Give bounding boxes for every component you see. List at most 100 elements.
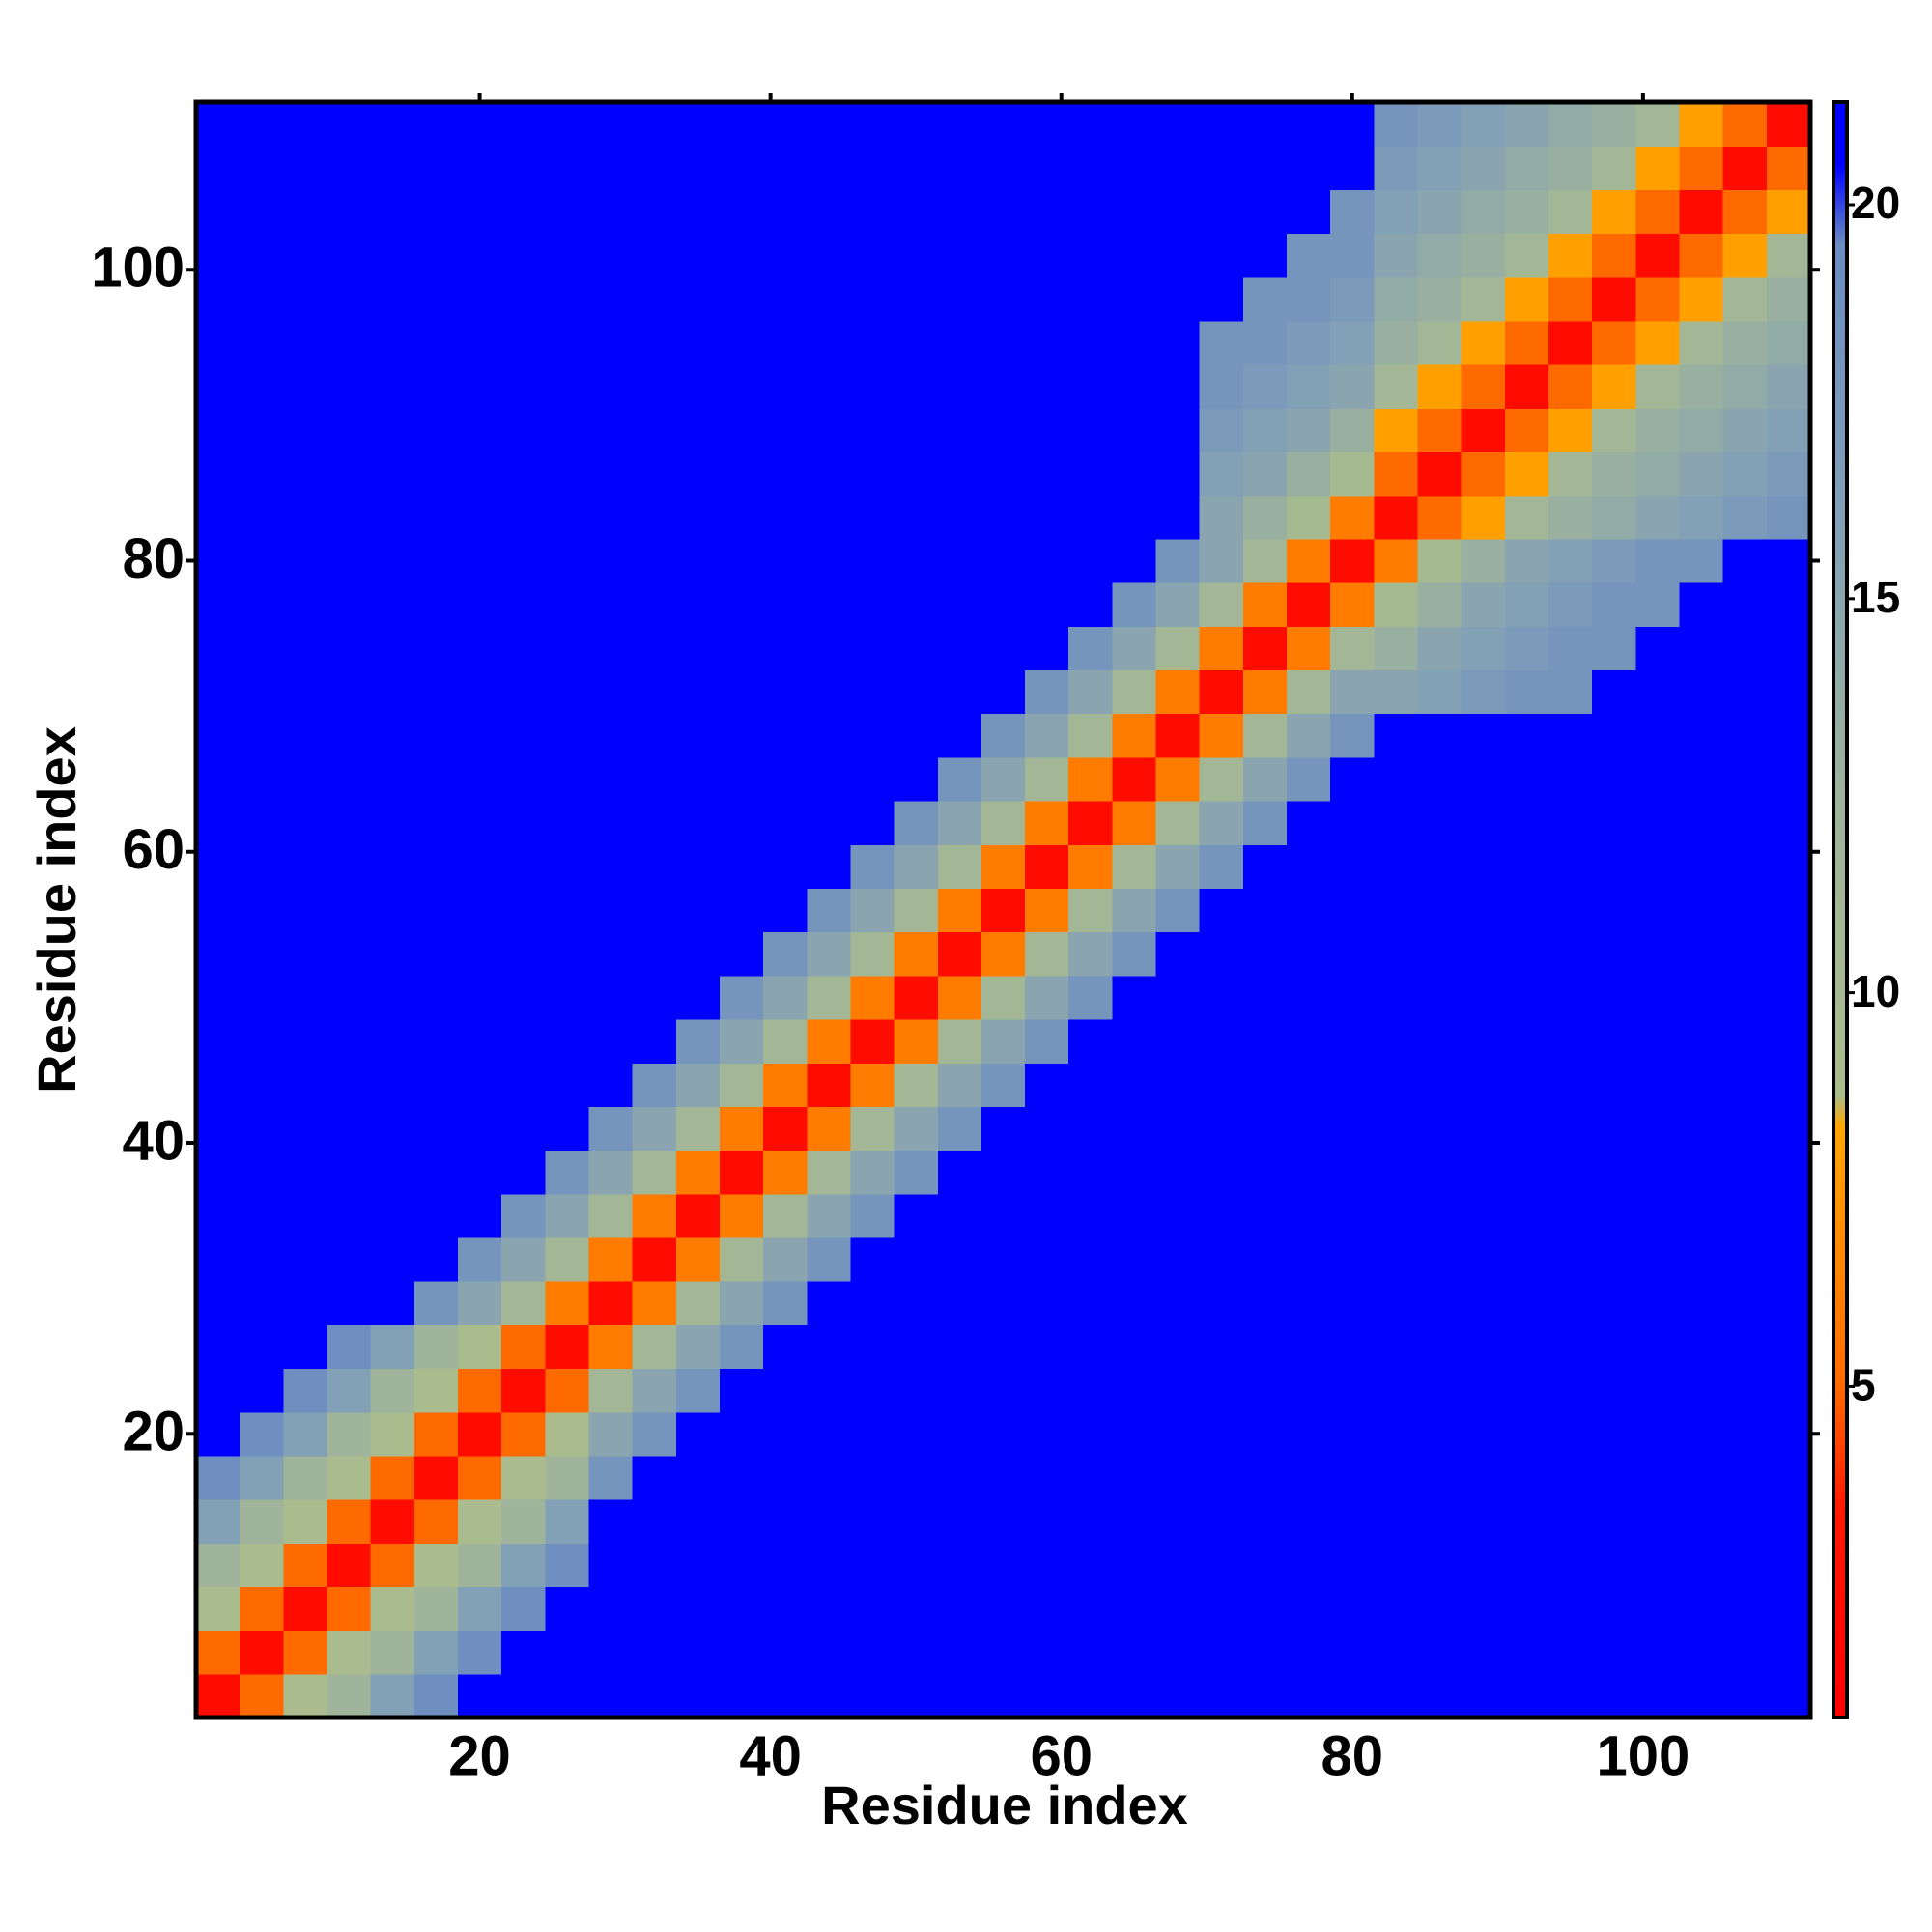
heatmap-cell	[1025, 189, 1069, 235]
heatmap-cell	[283, 495, 328, 540]
heatmap-cell	[763, 1236, 808, 1282]
heatmap-cell	[1635, 1324, 1681, 1370]
heatmap-cell	[937, 1193, 982, 1238]
heatmap-cell	[1374, 364, 1419, 409]
heatmap-cell	[1592, 669, 1636, 715]
heatmap-cell	[545, 1063, 590, 1107]
heatmap-cell	[1068, 320, 1114, 365]
heatmap-cell	[327, 931, 372, 977]
heatmap-cell	[1374, 320, 1419, 365]
heatmap-cell	[283, 320, 328, 365]
heatmap-cell	[980, 146, 1026, 190]
heatmap-cell	[1548, 801, 1593, 845]
heatmap-cell	[1766, 975, 1811, 1020]
heatmap-cell	[1592, 538, 1636, 583]
heatmap-cell	[1548, 1630, 1593, 1675]
heatmap-cell	[1287, 1106, 1331, 1151]
heatmap-cell	[894, 1281, 939, 1325]
heatmap-cell	[1025, 1018, 1069, 1064]
heatmap-cell	[545, 1455, 590, 1500]
heatmap-cell	[240, 276, 284, 322]
heatmap-cell	[1068, 1455, 1114, 1500]
heatmap-cell	[1199, 1499, 1244, 1544]
heatmap-cell	[763, 146, 808, 190]
heatmap-cell	[1374, 146, 1419, 190]
heatmap-cell	[1025, 1586, 1069, 1632]
heatmap-cell	[1242, 931, 1288, 977]
heatmap-cell	[1242, 1106, 1288, 1151]
heatmap-cell	[501, 888, 546, 933]
heatmap-cell	[1635, 189, 1681, 235]
heatmap-cell	[196, 1455, 241, 1500]
heatmap-cell	[1242, 102, 1288, 147]
heatmap-cell	[980, 233, 1026, 278]
heatmap-cell	[1592, 408, 1636, 453]
heatmap-cell	[632, 233, 677, 278]
heatmap-cell	[413, 320, 459, 365]
heatmap-cell	[675, 713, 721, 758]
heatmap-cell	[1287, 844, 1331, 890]
heatmap-cell	[545, 888, 590, 933]
heatmap-cell	[283, 233, 328, 278]
heatmap-cell	[980, 1543, 1026, 1588]
heatmap-cell	[1461, 364, 1506, 409]
heatmap-cell	[980, 1368, 1026, 1413]
heatmap-cell	[850, 756, 895, 802]
heatmap-cell	[937, 1586, 982, 1632]
heatmap-cell	[1461, 1150, 1506, 1195]
heatmap-cell	[196, 233, 241, 278]
heatmap-cell	[1242, 844, 1288, 890]
heatmap-cell	[1374, 1499, 1419, 1544]
heatmap-cell	[1242, 582, 1288, 627]
heatmap-cell	[457, 1281, 502, 1325]
heatmap-cell	[1548, 1063, 1593, 1107]
heatmap-cell	[196, 1324, 241, 1370]
heatmap-cell	[807, 669, 852, 715]
heatmap-cell	[1679, 713, 1724, 758]
heatmap-cell	[1374, 276, 1419, 322]
heatmap-cell	[545, 233, 590, 278]
heatmap-cell	[1330, 1411, 1375, 1457]
heatmap-cell	[413, 451, 459, 497]
heatmap-cell	[1679, 1063, 1724, 1107]
heatmap-cell	[545, 1150, 590, 1195]
heatmap-cell	[1112, 669, 1157, 715]
heatmap-cell	[1199, 975, 1244, 1020]
heatmap-cell	[1374, 1150, 1419, 1195]
heatmap-cell	[1199, 1236, 1244, 1282]
heatmap-cell	[1504, 756, 1549, 802]
heatmap-cell	[1025, 1236, 1069, 1282]
heatmap-cell	[370, 146, 415, 190]
heatmap-cell	[1112, 1499, 1157, 1544]
heatmap-cell	[763, 756, 808, 802]
heatmap-cell	[850, 1543, 895, 1588]
heatmap-cell	[807, 1018, 852, 1064]
heatmap-cell	[1155, 931, 1201, 977]
heatmap-cell	[240, 888, 284, 933]
heatmap-cell	[1635, 931, 1681, 977]
heatmap-cell	[632, 146, 677, 190]
heatmap-cell	[370, 1063, 415, 1107]
heatmap-cell	[1068, 756, 1114, 802]
heatmap-cell	[937, 1106, 982, 1151]
heatmap-cell	[1504, 1150, 1549, 1195]
heatmap-cell	[501, 233, 546, 278]
heatmap-cell	[457, 233, 502, 278]
heatmap-cell	[1287, 1499, 1331, 1544]
heatmap-cell	[937, 1281, 982, 1325]
heatmap-cell	[545, 102, 590, 147]
heatmap-cell	[1722, 102, 1768, 147]
heatmap-cell	[894, 495, 939, 540]
heatmap-cell	[1199, 931, 1244, 977]
heatmap-cell	[719, 801, 764, 845]
heatmap-cell	[413, 1106, 459, 1151]
heatmap-cell	[980, 888, 1026, 933]
heatmap-cell	[327, 1499, 372, 1544]
heatmap-cell	[283, 1499, 328, 1544]
heatmap-cell	[1766, 1630, 1811, 1675]
heatmap-cell	[1766, 1193, 1811, 1238]
heatmap-cell	[719, 320, 764, 365]
heatmap-cell	[196, 582, 241, 627]
heatmap-cell	[719, 888, 764, 933]
heatmap-cell	[1068, 364, 1114, 409]
